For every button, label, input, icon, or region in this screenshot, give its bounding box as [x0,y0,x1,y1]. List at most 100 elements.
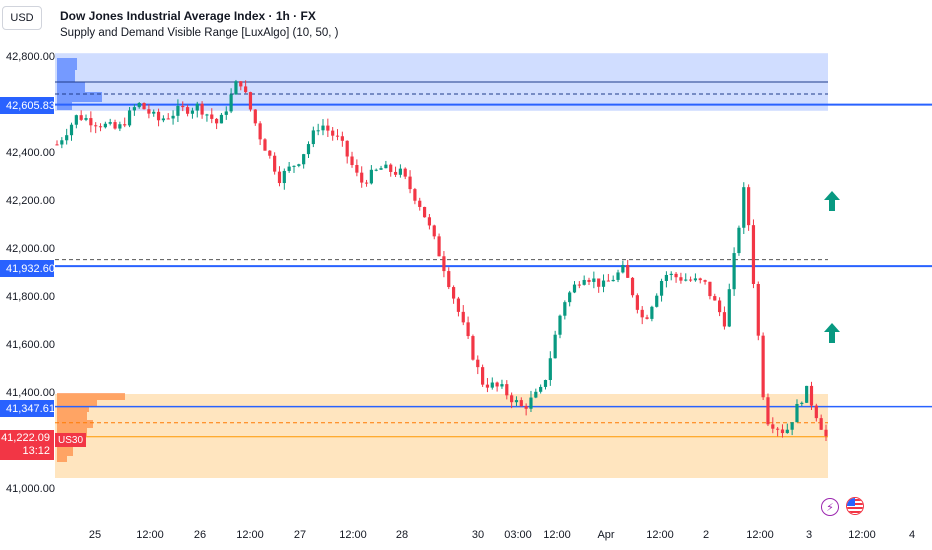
candle-body [611,279,615,282]
candle-body [466,322,470,337]
candle-body [422,206,427,218]
candle-body [282,170,286,184]
candle-body [65,135,69,141]
us-flag-graphic [847,498,863,514]
candle-body [418,200,422,207]
candle-body [210,114,214,119]
us-flag-icon[interactable] [846,497,864,515]
candle-body [166,118,170,120]
candle-body [94,125,98,127]
candle-body [577,284,581,286]
demand-profile-bar [57,412,87,420]
candle-body [229,94,233,112]
candle-body [514,400,519,403]
candle-body [374,169,378,171]
candle-body [543,380,548,387]
currency-button[interactable]: USD [2,6,42,30]
up-arrow-signal-icon [824,191,840,211]
time-axis-tick: 12:00 [236,529,264,541]
candle-body [505,384,509,396]
candle-body [674,273,678,278]
time-axis-tick: 28 [395,529,409,541]
time-axis-tick: 3 [805,529,813,541]
bar-countdown: 13:12 [22,445,50,457]
candle-body [326,125,330,131]
candle-body [142,103,146,110]
time-axis-tick: 27 [293,529,307,541]
candle-body [524,406,528,409]
candle-body [645,317,649,319]
time-axis-tick: 03:00 [504,529,532,541]
candle-body [534,391,538,398]
candle-body [510,395,514,403]
candle-body [626,264,630,278]
candle-body [152,111,156,114]
candle-body [297,164,301,166]
candle-body [751,225,756,284]
candle-body [606,280,610,282]
candle-body [742,187,746,228]
candle-body [89,118,93,126]
demand-profile-bar [57,428,87,436]
candle-body [572,284,577,293]
time-axis-tick: 26 [193,529,207,541]
candle-body [722,312,727,327]
candle-body [442,256,446,272]
candle-body [360,172,364,183]
candle-body [161,118,166,121]
candle-body [766,397,770,425]
candle-body [123,124,127,126]
candle-body [60,140,64,145]
last-price-tag: 41,222.09 13:12 [0,430,54,460]
candle-body [215,118,219,124]
candle-body [292,165,296,167]
candle-body [379,168,383,170]
candle-body [84,118,88,120]
chart-title[interactable]: Dow Jones Industrial Average Index · 1h … [60,9,316,23]
candle-body [393,171,398,175]
supply-profile-bar [57,58,77,70]
time-axis-tick: 12:00 [543,529,571,541]
candle-body [500,384,504,387]
candle-body [819,418,823,430]
candle-body [824,429,828,437]
candle-body [98,126,103,128]
candle-body [640,309,644,318]
candle-body [277,171,282,184]
candle-body [490,382,494,388]
candle-body [316,130,320,132]
symbol-tag: US30 [55,433,87,447]
candle-body [679,277,683,281]
price-axis-tick: 41,400.00 [6,387,55,399]
candle-body [311,130,315,145]
candle-body [103,123,107,128]
lightning-icon[interactable]: ⚡ [821,498,839,516]
candle-body [601,280,606,287]
candle-body [563,302,567,316]
demand-zone [55,394,828,478]
chart-legend: Dow Jones Industrial Average Index · 1h … [60,8,339,42]
candle-body [461,311,465,323]
up-arrow-signal-icon [824,323,840,343]
demand-profile-bar [57,393,125,400]
candle-body [717,300,722,313]
candle-body [355,165,359,173]
candle-body [447,271,451,288]
candle-body [181,105,185,108]
time-axis-tick: 12:00 [848,529,876,541]
candle-body [408,176,412,190]
candle-body [771,424,775,429]
candle-body [224,111,228,115]
last-price-value: 41,222.09 [1,432,50,444]
candle-body [471,336,475,360]
candle-body [732,253,736,290]
time-axis-tick: 12:00 [339,529,367,541]
price-axis-tick: 42,800.00 [6,51,55,63]
candle-body [737,227,741,254]
candle-body [345,140,349,157]
candle-body [340,136,344,141]
time-axis-tick: 12:00 [646,529,674,541]
candle-body [185,107,190,114]
indicator-label[interactable]: Supply and Demand Visible Range [LuxAlgo… [60,27,339,39]
